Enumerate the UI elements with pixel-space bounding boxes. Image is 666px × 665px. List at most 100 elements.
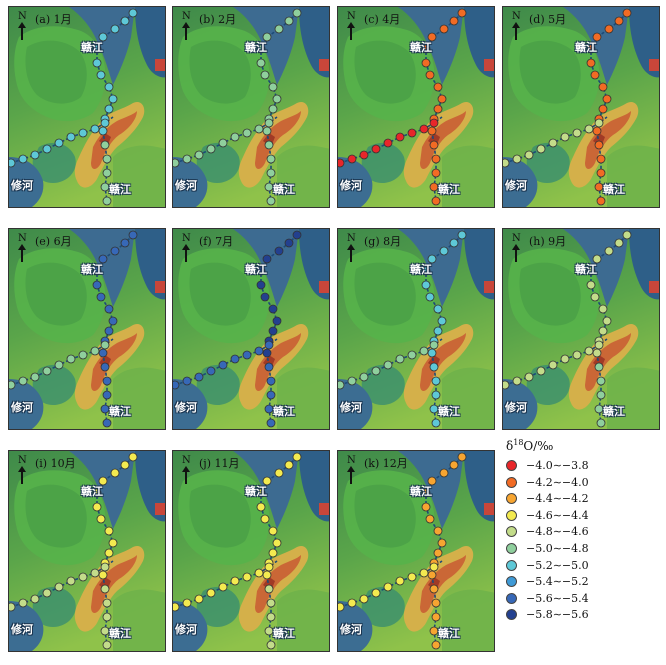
gan-sample-point: [272, 538, 282, 548]
river-label-gan: 赣江: [410, 41, 432, 54]
xiu-sample-point: [524, 150, 534, 160]
gan-sample-point: [260, 70, 270, 80]
north-label: N: [347, 233, 356, 244]
xiu-sample-point: [395, 576, 405, 586]
xiu-sample-point: [206, 366, 216, 376]
map-panel: N (d) 5月 赣江 赣江 修河: [502, 6, 660, 208]
gan-south-sample-point: [429, 584, 439, 594]
river-label-gan-south: 赣江: [273, 405, 295, 418]
gan-sample-point: [457, 452, 467, 462]
xiu-sample-point: [371, 366, 381, 376]
gan-south-sample-point: [431, 376, 441, 386]
gan-sample-point: [256, 280, 266, 290]
xiu-sample-point: [264, 562, 274, 572]
gan-sample-point: [104, 104, 114, 114]
map-canvas: [9, 229, 165, 429]
gan-sample-point: [433, 304, 443, 314]
gan-sample-point: [92, 266, 102, 276]
gan-south-sample-point: [594, 182, 604, 192]
north-label: N: [512, 11, 521, 22]
gan-south-sample-point: [431, 196, 441, 206]
xiu-sample-point: [90, 124, 100, 134]
legend-swatch: [506, 592, 517, 604]
xiu-sample-point: [584, 124, 594, 134]
gan-sample-point: [425, 70, 435, 80]
gan-sample-point: [128, 230, 138, 240]
legend-item: −5.2∼−5.0: [506, 559, 656, 573]
gan-sample-point: [256, 266, 266, 276]
gan-sample-point: [262, 476, 272, 486]
xiu-sample-point: [254, 124, 264, 134]
xiu-sample-point: [395, 132, 405, 142]
gan-sample-point: [98, 126, 108, 136]
gan-sample-point: [262, 254, 272, 264]
north-arrow-icon: N: [15, 455, 29, 485]
xiu-sample-point: [100, 340, 110, 350]
gan-sample-point: [614, 238, 624, 248]
gan-sample-point: [421, 44, 431, 54]
gan-sample-point: [598, 326, 608, 336]
xiu-sample-point: [548, 360, 558, 370]
map-panel: N (j) 11月 赣江 赣江 修河: [172, 450, 330, 652]
gan-south-sample-point: [596, 376, 606, 386]
gan-south-sample-point: [102, 418, 112, 428]
legend-item: −4.6∼−4.4: [506, 509, 656, 523]
gan-sample-point: [272, 316, 282, 326]
panel-title: (d) 5月: [529, 13, 567, 26]
xiu-sample-point: [42, 588, 52, 598]
river-label-gan: 赣江: [245, 263, 267, 276]
gan-sample-point: [120, 238, 130, 248]
river-label-gan-south: 赣江: [109, 627, 131, 640]
xiu-sample-point: [371, 588, 381, 598]
xiu-sample-point: [503, 380, 510, 390]
panel-title: (j) 11月: [199, 457, 240, 470]
xiu-sample-point: [42, 144, 52, 154]
gan-sample-point: [457, 230, 467, 240]
river-label-gan-south: 赣江: [603, 405, 625, 418]
xiu-sample-point: [560, 354, 570, 364]
gan-sample-point: [433, 526, 443, 536]
gan-sample-point: [98, 476, 108, 486]
legend-swatch: [506, 509, 517, 521]
gan-south-sample-point: [429, 362, 439, 372]
legend-item: −5.0∼−4.8: [506, 542, 656, 556]
xiu-sample-point: [512, 154, 522, 164]
gan-sample-point: [92, 58, 102, 68]
xiu-sample-point: [254, 346, 264, 356]
river-label-xiu: 修河: [11, 623, 33, 636]
map-canvas: [173, 7, 329, 207]
gan-south-sample-point: [266, 418, 276, 428]
gan-sample-point: [120, 16, 130, 26]
river-label-xiu: 修河: [11, 179, 33, 192]
map-canvas: [173, 451, 329, 651]
panel-title: (h) 9月: [529, 235, 567, 248]
gan-sample-point: [421, 280, 431, 290]
xiu-sample-point: [173, 158, 180, 168]
gan-south-sample-point: [431, 640, 441, 650]
xiu-sample-point: [429, 118, 439, 128]
xiu-sample-point: [407, 128, 417, 138]
xiu-sample-point: [419, 124, 429, 134]
gan-sample-point: [268, 104, 278, 114]
north-arrow-icon: N: [179, 11, 193, 41]
gan-sample-point: [602, 94, 612, 104]
xiu-sample-point: [230, 576, 240, 586]
gan-sample-point: [586, 58, 596, 68]
river-label-gan: 赣江: [575, 263, 597, 276]
panel-title: (e) 6月: [35, 235, 72, 248]
map-panel: N (c) 4月 赣江 赣江 修河: [337, 6, 495, 208]
xiu-sample-point: [407, 350, 417, 360]
gan-south-sample-point: [431, 154, 441, 164]
xiu-sample-point: [254, 568, 264, 578]
xiu-sample-point: [338, 380, 345, 390]
north-label: N: [182, 11, 191, 22]
legend-swatch: [506, 576, 517, 588]
gan-sample-point: [110, 246, 120, 256]
gan-sample-point: [108, 538, 118, 548]
xiu-sample-point: [66, 132, 76, 142]
legend-label: −4.2∼−4.0: [526, 475, 589, 489]
gan-sample-point: [433, 326, 443, 336]
gan-sample-point: [590, 292, 600, 302]
xiu-sample-point: [173, 602, 180, 612]
map-panel: N (e) 6月 赣江 赣江 修河: [8, 228, 166, 430]
